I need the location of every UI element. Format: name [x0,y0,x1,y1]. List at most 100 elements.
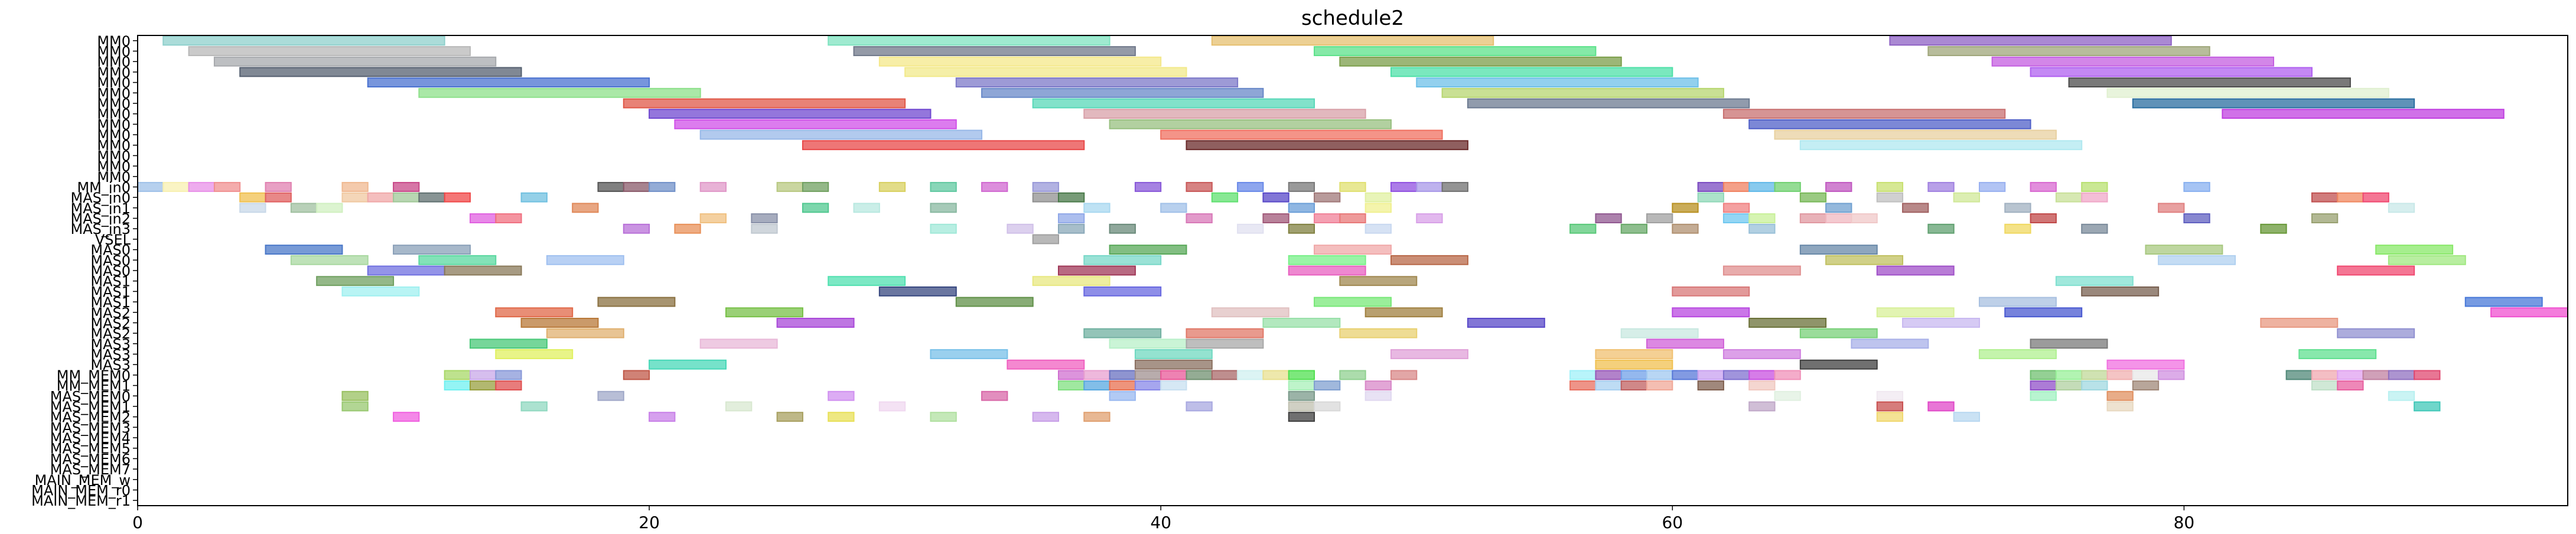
gantt-bar [930,349,1008,359]
gantt-bar [316,276,395,286]
y-tick-label: MAS_MEM3 [50,419,131,436]
gantt-bar [1902,203,1929,213]
gantt-bar [1978,182,2006,192]
gantt-bar [1927,46,2210,56]
y-tick-label: MM0 [97,44,131,60]
gantt-bar [1160,370,1187,380]
gantt-bar [725,401,753,412]
gantt-bar [930,203,957,213]
gantt-bar [699,182,727,192]
gantt-bar [623,223,650,234]
gantt-bar [2055,370,2083,380]
gantt-bar [649,109,932,119]
gantt-bar [1032,234,1059,245]
gantt-bar [1314,213,1341,223]
gantt-bar [469,338,548,349]
gantt-bar [828,276,906,286]
gantt-bar [2132,98,2415,109]
gantt-bar [1672,370,1699,380]
gantt-bar [290,203,318,213]
gantt-bar [1876,192,1904,203]
gantt-bar [1467,98,1750,109]
gantt-bar [1186,338,1264,349]
y-tick-label: MAS0 [90,242,131,259]
gantt-bar [2145,245,2223,255]
gantt-bar [1748,213,1776,223]
y-tick-label: MM0 [97,85,131,102]
gantt-bar [239,67,522,77]
gantt-bar [1288,223,1315,234]
gantt-bar [495,349,574,359]
y-tick-label: MM0 [97,96,131,112]
gantt-bar [1288,380,1315,391]
gantt-bar [1569,370,1597,380]
gantt-bar [1007,359,1085,370]
gantt-bar [1211,35,1494,46]
gantt-bar [1748,370,1776,380]
gantt-bar [1595,349,1673,359]
gantt-bar [1774,182,1801,192]
gantt-bar [1876,182,1904,192]
y-tick-label: MM0 [97,116,131,133]
gantt-bar [649,359,727,370]
y-tick-label: MAS2 [90,325,131,342]
gantt-bar [2158,203,2185,213]
gantt-bar [444,380,471,391]
gantt-bar [1851,338,1929,349]
gantt-bar [1697,182,1724,192]
y-tick-label: MAS_MEM7 [50,461,131,478]
gantt-bar [1032,412,1059,422]
gantt-bar [1620,380,1648,391]
gantt-bar [955,297,1034,307]
gantt-bar [802,203,829,213]
y-tick-label: MAS2 [90,315,131,331]
gantt-bar [1441,87,1724,98]
gantt-bar [1211,192,1239,203]
gantt-bar [341,286,420,297]
gantt-bar [2311,380,2339,391]
gantt-bar [495,213,522,223]
x-tick-label: 40 [1150,513,1171,532]
gantt-bar [2106,87,2389,98]
gantt-bar [367,192,395,203]
gantt-bar [930,182,957,192]
gantt-bar [1390,182,1418,192]
gantt-bar [1057,213,1085,223]
y-tick-label: MM0 [97,54,131,70]
gantt-bar [1748,223,1776,234]
gantt-bar [1595,370,1622,380]
gantt-bar [751,223,778,234]
gantt-bar [878,286,957,297]
gantt-bar [341,401,369,412]
gantt-bar [2106,390,2134,401]
gantt-bar [1569,223,1597,234]
gantt-bar [1646,380,1673,391]
gantt-bar [1722,109,2006,119]
gantt-bar [265,192,292,203]
gantt-bar [828,35,1110,46]
x-axis: 0 20 40 60 80 [132,506,2194,532]
gantt-bar [1876,390,1904,401]
gantt-bar [1339,370,1366,380]
gantt-bar [623,98,906,109]
gantt-bar [444,370,471,380]
gantt-bar [341,192,369,203]
gantt-bar [1672,203,1699,213]
gantt-bar [393,245,471,255]
gantt-bar [1927,223,1955,234]
y-tick-label: MM0 [97,158,131,175]
y-tick-label: MAIN_MEM_r1 [31,493,131,509]
y-tick-label: MM0 [97,169,131,185]
gantt-bar [2362,370,2389,380]
gantt-bar [1339,213,1366,223]
gantt-bar [1364,390,1392,401]
gantt-bar [1211,370,1239,380]
gantt-bar [1722,213,1750,223]
gantt-bar [1978,349,2057,359]
gantt-bar [393,192,420,203]
gantt-bar [546,255,624,265]
gantt-bar [649,182,676,192]
gantt-bar [1288,255,1366,265]
gantt-bar [213,182,241,192]
